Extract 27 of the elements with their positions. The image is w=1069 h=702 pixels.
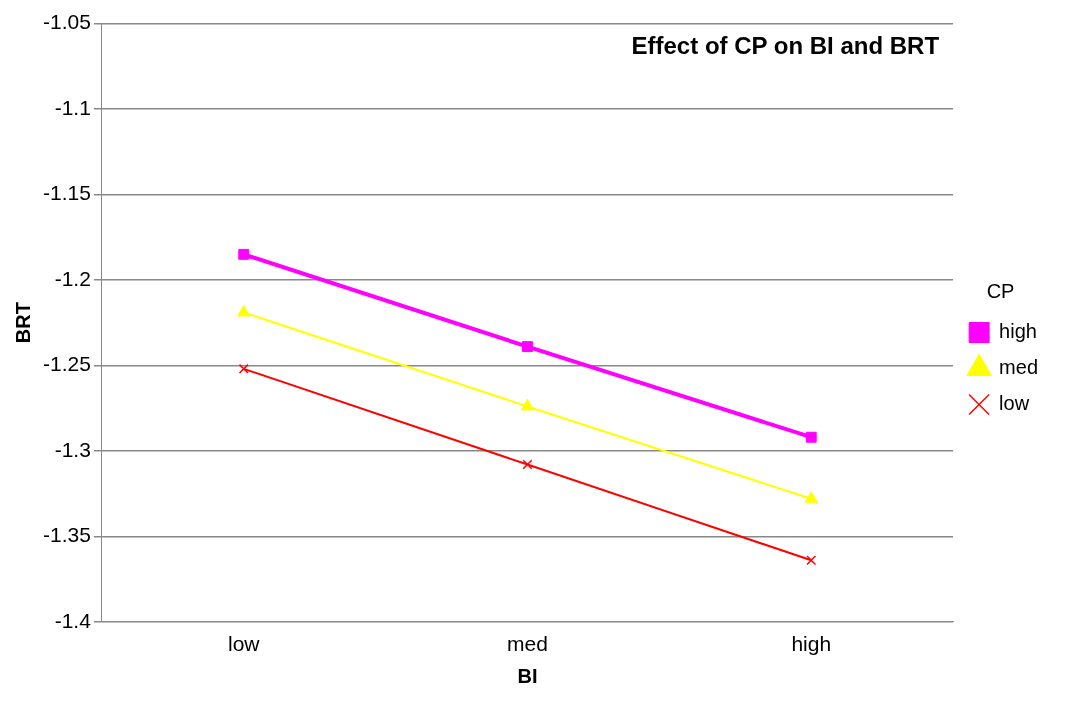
- point: [522, 341, 533, 353]
- y-tick-label: -1.35: [42, 523, 91, 547]
- y-axis-title: BRT: [11, 302, 34, 344]
- x-tick-label: low: [227, 632, 261, 656]
- legend-label: med: [999, 356, 1038, 379]
- legend-title: CP: [986, 280, 1015, 303]
- point: [520, 398, 535, 411]
- y-tick-label: -1.05: [42, 10, 91, 34]
- y-tick-label: -1.15: [42, 181, 91, 205]
- y-tick-label: -1.25: [42, 352, 91, 376]
- point: [237, 304, 251, 317]
- point: [238, 363, 249, 374]
- y-tick-label: -1.1: [54, 95, 91, 119]
- y-tick-label: -1.4: [54, 608, 92, 632]
- legend-label: high: [999, 320, 1037, 343]
- point: [806, 555, 817, 566]
- point: [522, 459, 533, 470]
- x-tick-label: med: [507, 632, 548, 656]
- point: [804, 491, 818, 503]
- point: [238, 248, 250, 260]
- x-axis-title: BI: [517, 664, 538, 687]
- y-tick-label: -1.2: [54, 266, 91, 290]
- y-tick-label: -1.3: [54, 437, 91, 461]
- x-tick-label: high: [791, 632, 832, 656]
- chart-title: Effect of CP on BI and BRT: [631, 32, 940, 60]
- legend-label: low: [999, 392, 1030, 415]
- point: [805, 431, 817, 443]
